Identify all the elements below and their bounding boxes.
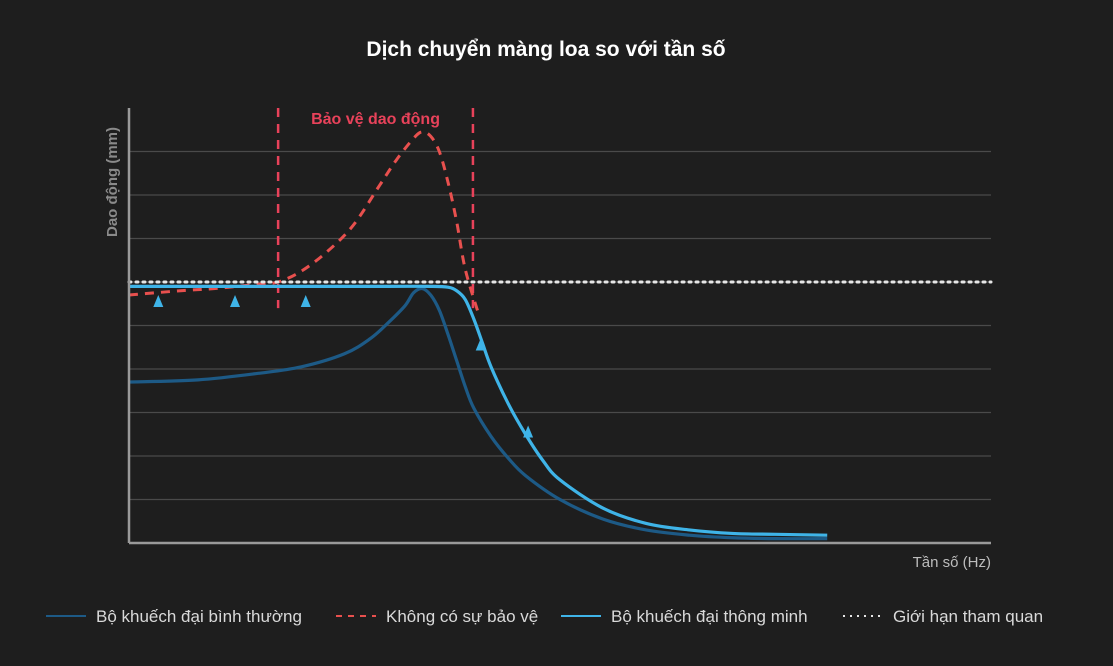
protection-zone-label: Bảo vệ dao động	[311, 111, 440, 128]
legend-label: Bộ khuếch đại thông minh	[611, 607, 808, 626]
chart-title: Dịch chuyển màng loa so với tần số	[366, 38, 725, 61]
legend-item: Không có sự bảo vệ	[336, 607, 538, 626]
y-axis-label: Dao động (mm)	[104, 127, 121, 237]
legend-label: Bộ khuếch đại bình thường	[96, 607, 302, 626]
legend-label: Không có sự bảo vệ	[386, 607, 538, 626]
legend-item: Bộ khuếch đại bình thường	[46, 607, 302, 626]
legend-item: Giới hạn tham quan	[843, 607, 1043, 626]
boost-arrow-head	[300, 295, 311, 308]
boost-arrow-head	[230, 295, 241, 308]
legend: Bộ khuếch đại bình thường Không có sự bảo…	[46, 607, 1043, 626]
protection-zone: Bảo vệ dao động	[276, 108, 475, 309]
boost-arrows	[153, 295, 534, 467]
legend-label: Giới hạn tham quan	[893, 607, 1043, 626]
boost-arrow-head	[523, 425, 534, 438]
legend-item: Bộ khuếch đại thông minh	[561, 607, 808, 626]
series-line-1	[128, 286, 828, 541]
series-line-2	[128, 130, 480, 313]
x-axis-label: Tần số (Hz)	[913, 554, 991, 571]
boost-arrow-head	[153, 295, 164, 308]
grid-lines	[129, 150, 991, 501]
series-lines	[127, 130, 993, 541]
boost-arrow-head	[475, 338, 486, 351]
series-line-3	[128, 284, 828, 537]
axes	[127, 108, 991, 545]
